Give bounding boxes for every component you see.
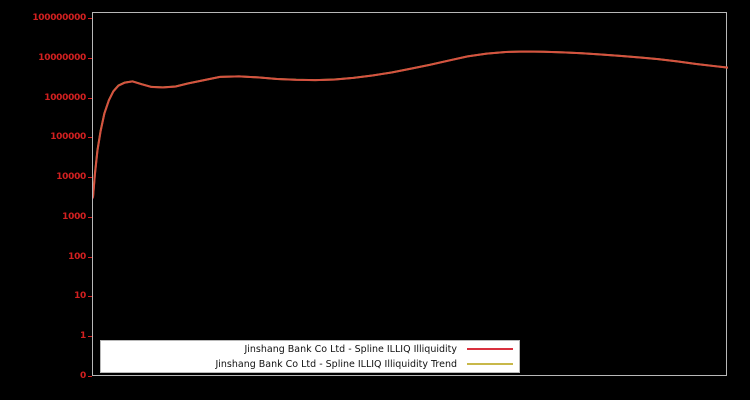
y-axis-tick-label: 1000000 — [44, 92, 86, 103]
legend-item[interactable]: Jinshang Bank Co Ltd - Spline ILLIQ Illi… — [101, 342, 519, 357]
data-series-line — [93, 50, 728, 198]
legend-item[interactable]: Jinshang Bank Co Ltd - Spline ILLIQ Illi… — [101, 357, 519, 372]
y-axis-tick-label: 1000 — [62, 211, 86, 222]
y-axis-tick-label: 100000000 — [32, 13, 86, 23]
y-axis-tick-mark — [88, 177, 92, 178]
data-series-line — [93, 50, 728, 199]
y-axis-tick-label: 100 — [68, 251, 86, 262]
y-axis-tick-mark — [88, 18, 92, 19]
y-axis-tick-label: 100000 — [50, 132, 86, 143]
y-axis-tick-label: 10 — [74, 291, 86, 302]
y-axis-tick-label: 10000 — [56, 172, 86, 183]
y-axis-tick-mark — [88, 98, 92, 99]
y-axis-tick-mark — [88, 376, 92, 377]
legend-label: Jinshang Bank Co Ltd - Spline ILLIQ Illi… — [215, 358, 457, 370]
y-axis-tick-mark — [88, 137, 92, 138]
series-lines — [93, 50, 728, 199]
legend-label: Jinshang Bank Co Ltd - Spline ILLIQ Illi… — [244, 343, 457, 355]
y-axis-tick-mark — [88, 296, 92, 297]
y-axis-tick-label: 10000000 — [38, 52, 86, 63]
y-axis-tick-label: 1 — [80, 331, 86, 342]
y-axis-tick-mark — [88, 58, 92, 59]
y-axis-tick-mark — [88, 257, 92, 258]
y-axis-tick-mark — [88, 336, 92, 337]
legend-color-swatch — [467, 363, 513, 365]
chart-legend: Jinshang Bank Co Ltd - Spline ILLIQ Illi… — [100, 340, 520, 373]
y-axis-tick-mark — [88, 217, 92, 218]
y-axis-tick-labels: 100000000 10000000 1000000 100000 10000 1000 1… — [0, 0, 86, 400]
y-axis-tick-label: 0 — [80, 371, 86, 381]
legend-color-swatch — [467, 348, 513, 350]
plot-area — [92, 12, 728, 376]
